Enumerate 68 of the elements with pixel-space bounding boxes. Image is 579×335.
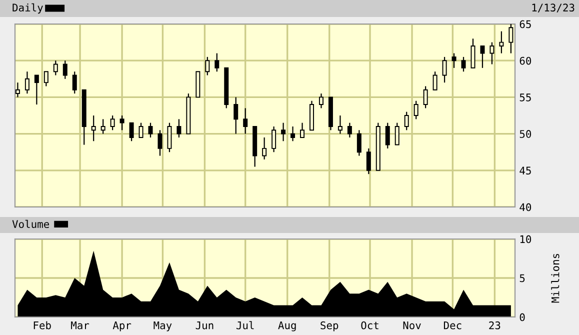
y-tick-label: 0 [520, 313, 525, 322]
candlestick [167, 122, 172, 153]
candlestick [214, 52, 220, 72]
x-tick-label: Oct [361, 321, 378, 330]
y-tick-label: 55 [520, 94, 531, 102]
candlestick [176, 118, 182, 138]
y-tick-label: 40 [520, 203, 532, 212]
candlestick [62, 60, 68, 80]
x-tick-label: Sep [320, 321, 338, 332]
y-tick-label: 45 [520, 166, 531, 175]
candlestick [281, 122, 286, 142]
candlestick [120, 114, 124, 131]
x-tick-label: Apr [112, 322, 132, 332]
candlestick [442, 56, 447, 84]
candlestick [318, 92, 324, 109]
candlestick [262, 136, 267, 160]
candlestick [452, 52, 456, 68]
x-tick-label: 23 [489, 321, 500, 330]
candlestick [432, 71, 438, 90]
candlestick [423, 86, 428, 109]
candlestick [499, 30, 504, 54]
candlestick [100, 118, 106, 134]
x-tick-label: Mar [71, 322, 90, 330]
candlestick [24, 71, 30, 94]
candlestick [366, 148, 371, 175]
y-axis-title: Millions [551, 254, 560, 303]
candlestick [148, 122, 153, 138]
candlestick [347, 122, 352, 138]
y-tick-label: 65 [520, 20, 531, 28]
text: 1/13/23 [532, 4, 574, 12]
candlestick [72, 71, 77, 94]
candlestick [91, 114, 96, 142]
candlestick [404, 111, 409, 131]
x-tick-label: Aug [278, 321, 296, 332]
candlestick [480, 45, 485, 68]
candlestick [272, 126, 276, 153]
x-tick-label: Jun [196, 322, 214, 330]
candlestick [470, 38, 476, 68]
candlestick [34, 74, 39, 106]
candlestick [158, 130, 162, 156]
candlestick [110, 114, 115, 131]
x-tick-label: Feb [34, 321, 51, 330]
candlestick [394, 122, 400, 146]
candlestick [338, 114, 342, 134]
candlestick [490, 42, 494, 65]
candlestick [234, 96, 238, 134]
x-tick-label: Jul [236, 321, 254, 330]
candlestick [44, 71, 48, 87]
y-tick-label: 50 [520, 130, 532, 138]
candlestick [290, 126, 296, 142]
candlestick [138, 122, 144, 138]
candlestick [205, 56, 210, 76]
legend-label: Daily [12, 3, 43, 14]
candlestick [53, 60, 58, 76]
y-tick-label: 10 [520, 235, 532, 244]
candlestick [461, 56, 466, 72]
candlestick [243, 108, 248, 134]
y-tick-label: 60 [520, 56, 532, 65]
x-tick-label: Nov [403, 322, 421, 330]
y-tick-label: 5 [520, 274, 525, 282]
legend-label: Volume [12, 220, 50, 228]
candlestick [300, 122, 305, 138]
x-tick-label: May [154, 322, 172, 332]
x-tick-label: Dec [444, 322, 462, 330]
candlestick [129, 122, 134, 142]
candlestick [356, 130, 362, 156]
candlestick [385, 122, 390, 149]
candlestick [414, 100, 418, 120]
